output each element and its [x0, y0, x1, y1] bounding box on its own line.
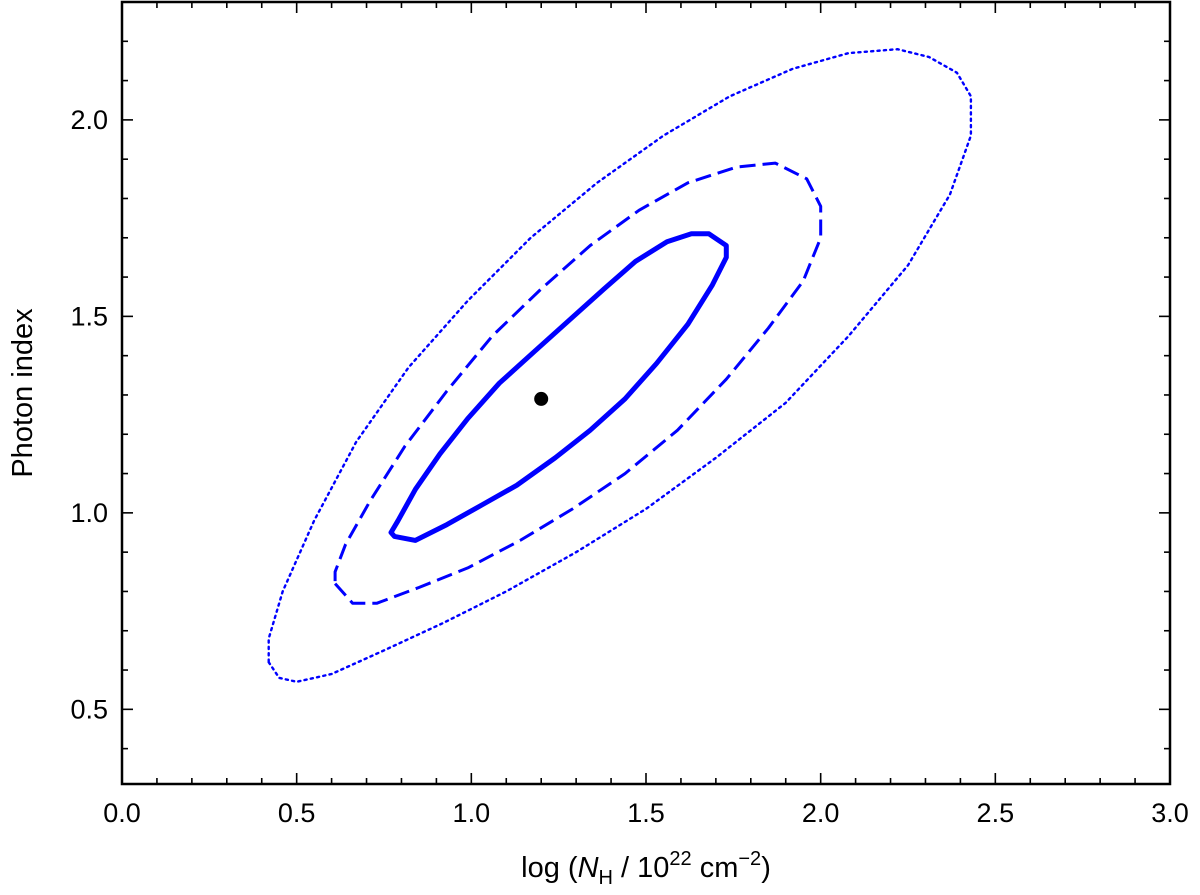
y-tick-label: 2.0 [70, 105, 108, 135]
contour-solid [388, 231, 729, 543]
y-axis-label: Photon index [7, 308, 39, 478]
y-tick-label: 1.0 [70, 498, 108, 528]
confidence-contours [267, 48, 973, 683]
x-axis-label: log (NH / 1022 cm−2) [521, 848, 771, 889]
x-tick-label: 3.0 [1151, 798, 1189, 828]
x-tick-label: 1.0 [453, 798, 491, 828]
best-fit-markers [534, 391, 549, 406]
contour-dotted [267, 48, 973, 683]
x-tick-label: 2.0 [802, 798, 840, 828]
plot-frame [120, 0, 1172, 786]
best-fit-point [534, 391, 549, 406]
y-tick-label: 0.5 [70, 694, 108, 724]
x-tick-label: 2.5 [977, 798, 1015, 828]
x-tick-label: 0.5 [278, 798, 316, 828]
x-tick-label: 0.0 [103, 798, 141, 828]
tick-labels: 0.0 0.5 1.0 1.5 2.0 2.5 3.0 0.5 1.0 1.5 2.0 [70, 105, 1188, 828]
x-tick-label: 1.5 [627, 798, 665, 828]
contour-dashed [333, 161, 823, 605]
y-tick-label: 1.5 [70, 301, 108, 331]
